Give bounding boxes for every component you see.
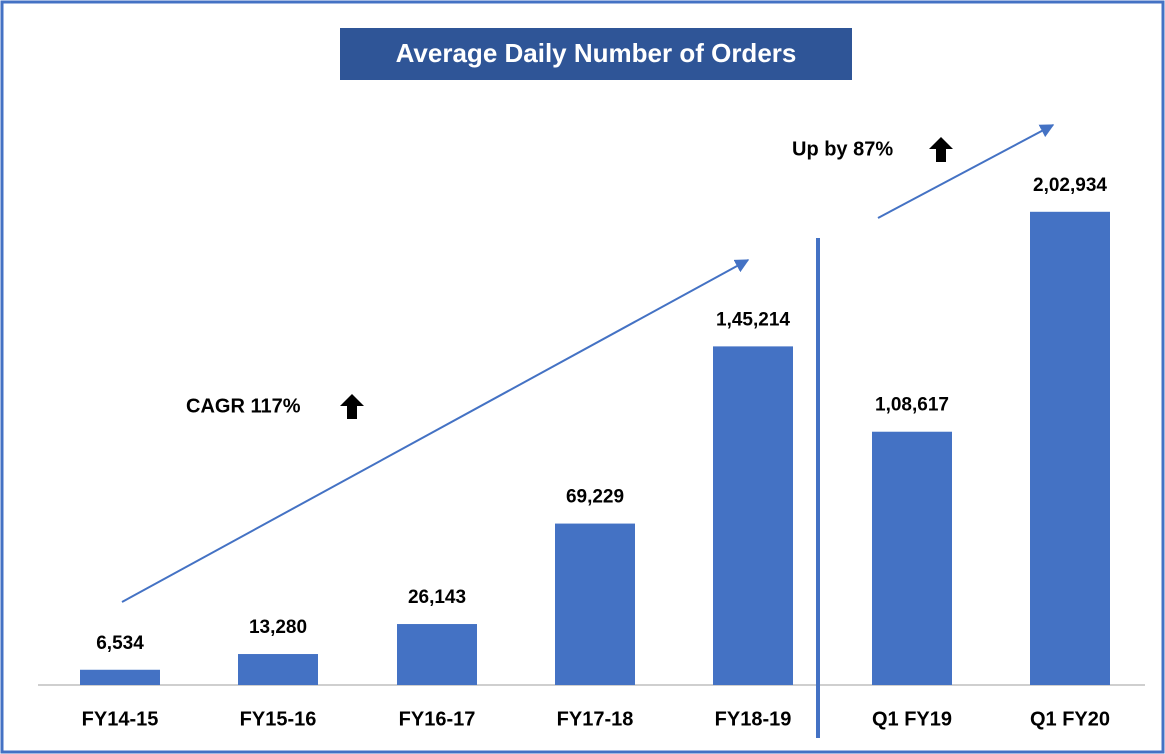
bar bbox=[1030, 211, 1110, 686]
x-tick-label: FY15-16 bbox=[240, 708, 317, 730]
value-label: 26,143 bbox=[408, 587, 466, 608]
bar bbox=[713, 346, 793, 685]
value-label: 69,229 bbox=[566, 487, 624, 508]
x-tick-label: FY18-19 bbox=[715, 708, 792, 730]
x-tick-label: FY17-18 bbox=[557, 708, 634, 730]
value-label: 2,02,934 bbox=[1033, 175, 1107, 196]
x-tick-label: FY14-15 bbox=[82, 708, 159, 730]
title-box bbox=[340, 28, 852, 80]
value-label: 6,534 bbox=[96, 633, 144, 654]
up-icon bbox=[929, 137, 953, 162]
trend-arrow bbox=[121, 259, 750, 603]
value-label: 1,45,214 bbox=[716, 309, 790, 330]
bar bbox=[872, 431, 952, 685]
annotation: CAGR 117% bbox=[186, 395, 301, 417]
trend-arrow bbox=[877, 124, 1055, 219]
bar bbox=[80, 669, 160, 685]
chart-title: Average Daily Number of Orders bbox=[396, 38, 797, 68]
x-tick-label: Q1 FY20 bbox=[1030, 708, 1110, 730]
up-icon bbox=[340, 394, 364, 419]
bar bbox=[397, 624, 477, 685]
value-label: 13,280 bbox=[249, 617, 307, 638]
x-tick-label: Q1 FY19 bbox=[872, 708, 952, 730]
bar bbox=[238, 654, 318, 685]
annotation: Up by 87% bbox=[792, 138, 893, 160]
value-label: 1,08,617 bbox=[875, 395, 949, 416]
bar bbox=[555, 523, 635, 685]
x-tick-label: FY16-17 bbox=[399, 708, 476, 730]
